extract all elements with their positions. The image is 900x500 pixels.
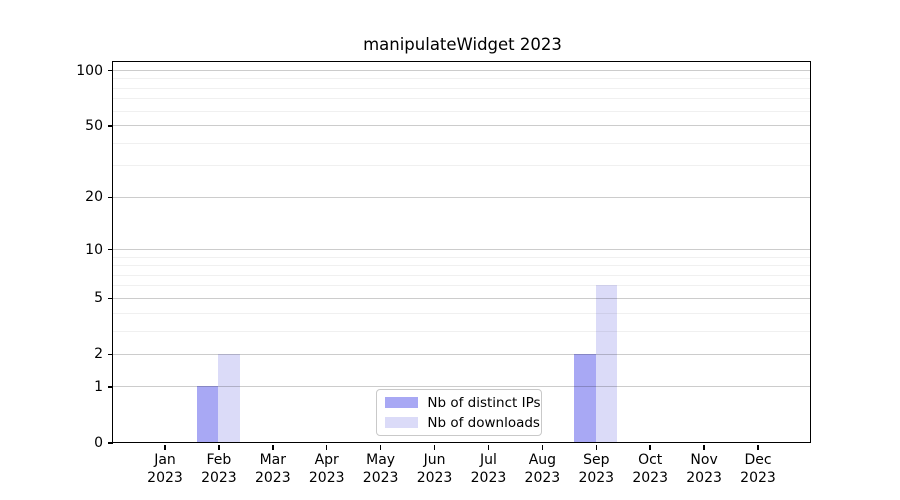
x-tick-label: Feb 2023 — [191, 452, 247, 487]
x-tick-month: Feb — [206, 452, 232, 468]
y-tick-mark — [107, 69, 113, 72]
x-tick-month: Aug — [528, 452, 557, 468]
x-tick-label: Aug 2023 — [514, 452, 570, 487]
x-tick-year: 2023 — [686, 469, 722, 486]
x-tick-mark — [272, 444, 274, 450]
x-tick-year: 2023 — [362, 469, 399, 486]
x-tick-year: 2023 — [578, 469, 615, 486]
y-tick-label: 0 — [94, 435, 103, 451]
x-tick-month: Oct — [638, 452, 663, 468]
x-tick-mark — [325, 444, 328, 450]
x-tick-mark — [487, 444, 490, 450]
y-tick-label: 20 — [85, 189, 103, 206]
bar-distinct-ips — [196, 386, 219, 443]
y-tick-mark — [107, 442, 113, 444]
x-tick-year: 2023 — [524, 469, 561, 486]
bars-layer — [113, 62, 810, 443]
legend-swatch-downloads — [385, 417, 419, 429]
x-tick-year: 2023 — [416, 469, 453, 486]
legend-label-distinct-ips: Nb of distinct IPs — [427, 394, 541, 411]
x-tick-year: 2023 — [201, 469, 237, 486]
y-tick-mark — [107, 196, 113, 199]
x-tick-month: Dec — [744, 452, 772, 468]
legend-label-downloads: Nb of downloads — [427, 414, 540, 431]
y-tick-label: 10 — [85, 241, 103, 258]
x-tick-month: Jan — [154, 452, 176, 468]
y-tick-mark — [107, 386, 113, 388]
plot-area: Nb of distinct IPs Nb of downloads — [112, 61, 812, 444]
x-tick-month: Jun — [423, 452, 446, 468]
x-tick-mark — [164, 444, 166, 450]
x-tick-label: Sep 2023 — [568, 452, 624, 487]
legend: Nb of distinct IPs Nb of downloads — [376, 389, 543, 437]
x-tick-label: Jan 2023 — [137, 452, 193, 487]
x-tick-label: Dec 2023 — [730, 452, 786, 487]
x-tick-year: 2023 — [740, 469, 776, 486]
x-tick-label: Nov 2023 — [676, 452, 732, 487]
y-tick-mark — [107, 248, 113, 251]
x-tick-mark — [541, 444, 544, 450]
x-tick-year: 2023 — [147, 469, 183, 486]
legend-swatch-distinct-ips — [385, 397, 419, 409]
x-tick-mark — [649, 444, 651, 450]
x-tick-mark — [703, 444, 705, 450]
x-tick-label: Apr 2023 — [299, 452, 355, 487]
x-tick-year: 2023 — [470, 469, 507, 486]
x-tick-month: May — [366, 452, 396, 468]
x-tick-month: Mar — [259, 452, 287, 468]
x-tick-year: 2023 — [308, 469, 345, 486]
x-tick-label: May 2023 — [353, 452, 409, 487]
x-tick-mark — [218, 444, 220, 450]
x-tick-month: Jul — [480, 452, 497, 468]
x-tick-month: Apr — [314, 452, 339, 468]
bar-distinct-ips — [574, 353, 596, 443]
y-tick-mark — [107, 297, 113, 300]
x-tick-label: Jul 2023 — [460, 452, 516, 487]
x-tick-label: Oct 2023 — [622, 452, 678, 487]
x-tick-mark — [757, 444, 759, 450]
y-tick-label: 2 — [94, 346, 103, 363]
y-tick-mark — [107, 125, 113, 127]
legend-item-distinct-ips: Nb of distinct IPs — [385, 395, 541, 411]
y-tick-label: 100 — [76, 62, 103, 79]
x-tick-year: 2023 — [632, 469, 668, 486]
x-tick-label: Jun 2023 — [407, 452, 463, 487]
y-tick-label: 5 — [94, 290, 103, 307]
y-tick-label: 1 — [94, 379, 103, 396]
x-tick-month: Nov — [690, 452, 718, 468]
x-tick-mark — [595, 444, 598, 450]
x-tick-mark — [433, 444, 436, 450]
x-tick-mark — [379, 444, 382, 450]
legend-item-downloads: Nb of downloads — [385, 415, 540, 431]
x-tick-year: 2023 — [254, 469, 291, 486]
bar-downloads — [218, 353, 240, 443]
chart-title: manipulateWidget 2023 — [363, 35, 562, 54]
y-tick-label: 50 — [85, 117, 103, 134]
bar-downloads — [595, 285, 618, 443]
x-tick-label: Mar 2023 — [245, 452, 301, 487]
x-tick-month: Sep — [583, 452, 610, 468]
y-tick-mark — [107, 353, 113, 356]
